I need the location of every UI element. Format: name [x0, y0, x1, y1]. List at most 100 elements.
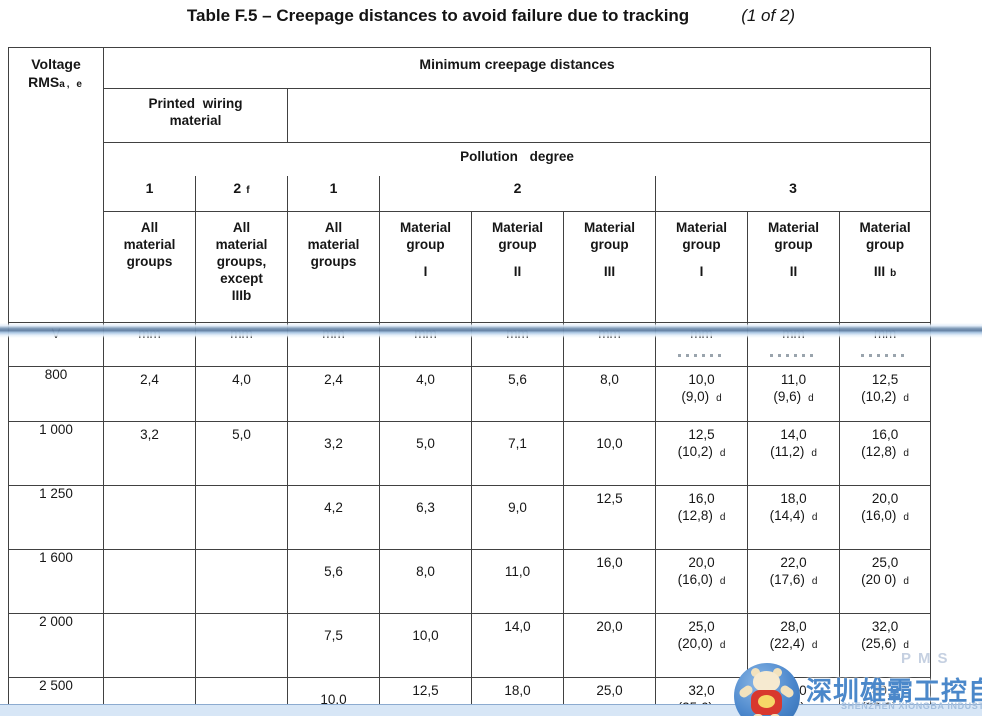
- group-header-6: Material group I: [655, 211, 748, 323]
- cell: 5,0: [195, 421, 288, 486]
- cell-empty: [195, 549, 288, 614]
- cell: 20,0: [563, 613, 656, 678]
- group-header-4: Material group II: [471, 211, 564, 323]
- cell-empty: [103, 613, 196, 678]
- voltage-label-line1: Voltage: [31, 56, 81, 72]
- ghost-watermark-text: PMS: [901, 650, 955, 667]
- group-header-8: Material group III b: [838, 211, 932, 323]
- degree-cell-3: 3: [654, 176, 932, 212]
- header-row-material-groups: All material groups All material groups,…: [9, 211, 932, 323]
- cell: 11,0: [471, 549, 564, 614]
- cell: 12,5 (10,2) d: [655, 421, 748, 486]
- cell: 5,6: [471, 366, 564, 422]
- group-header-0: All material groups: [103, 211, 196, 323]
- cell-empty: [195, 613, 288, 678]
- clipped-row-remnant: [8, 348, 932, 367]
- cell: 2,4: [103, 366, 196, 422]
- cell: 16,0: [563, 549, 656, 614]
- cell: 5,0: [379, 421, 472, 486]
- clipped-text-remnant: [861, 354, 910, 357]
- cell: 4,0: [379, 366, 472, 422]
- group-header-5: Material group III: [563, 211, 656, 323]
- group-footnote-b: b: [890, 267, 897, 279]
- header-row-printed-wiring: Printed wiring material: [9, 88, 932, 143]
- table-row: 1 250 4,2 6,3 9,0 12,5 16,0 (12,8) d 18,0(…: [8, 485, 932, 550]
- voltage-footnotes: a, e: [59, 78, 84, 90]
- group-header-7: Material group II: [747, 211, 840, 323]
- table-row: 1 000 3,2 5,0 3,2 5,0 7,1 10,0 12,5 (10,2…: [8, 421, 932, 486]
- cell: 12,5 (10,2) d: [838, 366, 932, 422]
- cell: 5,6: [287, 549, 380, 614]
- unit-mm: mm: [563, 322, 656, 348]
- printed-wiring-header: Printed wiring material: [103, 88, 288, 143]
- unit-mm: mm: [103, 322, 196, 348]
- cell-empty: [195, 485, 288, 550]
- cell: 18,0 (14,4) d: [747, 485, 840, 550]
- xiongba-logo-icon: [734, 663, 800, 716]
- cell: 4,0: [195, 366, 288, 422]
- cell: 16,0 (12,8) d: [838, 421, 932, 486]
- unit-mm: mm: [838, 322, 932, 348]
- cell: 11,0 (9,6) d: [747, 366, 840, 422]
- cell: 8,0: [563, 366, 656, 422]
- cell: 9,0: [471, 485, 564, 550]
- degree-footnote-f: f: [246, 185, 250, 196]
- header-row-min-creepage: Voltage RMSa, e Minimum creepage distanc…: [8, 47, 932, 323]
- clipped-text-remnant: [769, 354, 818, 357]
- cell: 14,0 (11,2) d: [747, 421, 840, 486]
- cell: 10,0 (9,0) d: [655, 366, 748, 422]
- voltage-value: 800: [8, 366, 104, 422]
- degree-cell-2: 2: [379, 176, 656, 212]
- unit-mm: mm: [747, 322, 840, 348]
- table-row: 1 600 5,6 8,0 11,0 16,0 20,0 (16,0) d 22,0…: [8, 549, 932, 614]
- cell: 14,0: [471, 613, 564, 678]
- cell: 10,0: [379, 613, 472, 678]
- cell-empty: [103, 549, 196, 614]
- cell: 25,0 (20,0) d: [655, 613, 748, 678]
- pollution-degree-header: Pollution degree: [102, 142, 932, 176]
- cell: 25,0 (20 0) d: [838, 549, 932, 614]
- table-row: 2 000 7,5 10,0 14,0 20,0 25,0 (20,0) d 28,…: [8, 613, 932, 678]
- unit-mm: mm: [287, 322, 380, 348]
- cell: 2,4: [287, 366, 380, 422]
- cell: 32,0(25,6)d: [838, 613, 932, 678]
- group-header-2: All material groups: [287, 211, 380, 323]
- voltage-label-line2: RMS: [28, 73, 60, 90]
- header-row-pollution-degree: Pollution degree: [9, 142, 932, 176]
- cell-empty: [103, 485, 196, 550]
- table-row: 800 2,4 4,0 2,4 4,0 5,6 8,0 10,0 (9,0) d 1…: [8, 366, 932, 422]
- cell: 16,0 (12,8) d: [655, 485, 748, 550]
- units-row: V mm mm mm mm mm mm mm mm mm: [8, 322, 932, 348]
- table-title: Table F.5 – Creepage distances to avoid …: [0, 6, 982, 26]
- unit-v: V: [8, 322, 104, 348]
- unit-mm: mm: [195, 322, 288, 348]
- voltage-header-cell: Voltage RMSa, e: [8, 47, 104, 323]
- printed-wiring-spacer-cell: [286, 88, 932, 143]
- cell: 7,5: [287, 613, 380, 678]
- cell: 3,2: [103, 421, 196, 486]
- cell: 8,0: [379, 549, 472, 614]
- watermark-company-name-cn: 深圳雄霸工控自动化: [806, 676, 982, 706]
- unit-mm: mm: [379, 322, 472, 348]
- cell: 6,3: [379, 485, 472, 550]
- cell: 20,0 (16,0) d: [655, 549, 748, 614]
- group-header-3: Material group I: [379, 211, 472, 323]
- cell: 4,2: [287, 485, 380, 550]
- min-creepage-header: Minimum creepage distances: [102, 47, 932, 89]
- watermark-company-name-en: SHENZHEN XIONGBA INDUSTRIAL AUTOMATION: [841, 701, 982, 711]
- unit-mm: mm: [655, 322, 748, 348]
- group-8-roman: III b: [873, 263, 897, 279]
- cell: 3,2: [287, 421, 380, 486]
- cell: 22,0 (17,6) d: [747, 549, 840, 614]
- clipped-text-remnant: [677, 354, 726, 357]
- cell: 20,0 (16,0) d: [838, 485, 932, 550]
- group-header-1: All material groups, except IIIb: [195, 211, 288, 323]
- degree-cell-pwm-1: 1: [103, 176, 196, 212]
- voltage-value: 2 000: [8, 613, 104, 678]
- cell: 7,1: [471, 421, 564, 486]
- table-title-part: (1 of 2): [741, 6, 796, 25]
- voltage-value: 1 250: [8, 485, 104, 550]
- table-title-main: Table F.5 – Creepage distances to avoid …: [186, 6, 690, 25]
